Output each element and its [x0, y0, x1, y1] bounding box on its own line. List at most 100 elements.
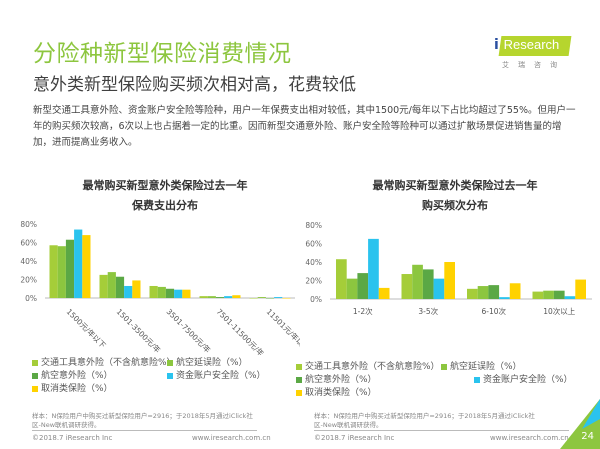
legend-item: 资金账户安全险（%）	[167, 368, 266, 381]
x-tick-label: 3-5次	[418, 306, 438, 316]
bar	[433, 278, 445, 299]
y-tick-label: 60%	[20, 239, 37, 248]
right-chart-title-line1: 最常购买新型意外类保险过去一年	[372, 179, 538, 192]
legend-swatch	[296, 389, 302, 396]
y-tick-label: 60%	[305, 240, 322, 249]
bar	[107, 272, 116, 298]
left-url[interactable]: www.iresearch.com.cn	[192, 434, 271, 442]
legend-item: 资金账户安全险（%）	[474, 372, 573, 385]
y-tick-label: 20%	[305, 277, 322, 286]
page-title: 分险种新型保险消费情况	[33, 41, 292, 67]
bar	[553, 290, 565, 299]
bar	[115, 276, 125, 298]
legend-item: 航空意外险（%）	[32, 368, 113, 381]
bar	[182, 289, 191, 298]
y-tick-label: 80%	[20, 220, 37, 229]
y-tick-label: 40%	[20, 257, 37, 266]
bar	[157, 286, 166, 298]
legend-label: 交通工具意外险（不含航意险%）	[41, 358, 176, 368]
bar	[99, 274, 108, 298]
legend-label: 航空延误险（%）	[176, 358, 248, 368]
right-chart-title-line2: 购买频次分布	[422, 199, 488, 212]
bar	[224, 296, 233, 298]
legend-label: 取消类保险（%）	[41, 384, 113, 394]
corner-green-triangle	[560, 399, 600, 449]
bar	[401, 274, 413, 299]
bar	[215, 297, 225, 298]
bar	[149, 285, 158, 298]
bar	[467, 288, 478, 299]
left-copyright: ©2018.7 iResearch Inc	[32, 434, 113, 442]
bar	[564, 296, 576, 299]
y-tick-label: 0%	[25, 294, 37, 303]
legend-label: 取消类保险（%）	[305, 388, 377, 398]
bar	[49, 245, 58, 298]
legend-label: 资金账户安全险（%）	[483, 375, 573, 385]
bar	[232, 295, 241, 298]
bar	[199, 296, 208, 298]
legend-label: 航空延误险（%）	[450, 362, 522, 372]
legend-item: 取消类保险（%）	[296, 385, 377, 398]
legend-swatch	[441, 363, 447, 370]
left-chart-title-line1: 最常购买新型意外类保险过去一年	[82, 179, 248, 192]
legend-swatch	[296, 376, 302, 383]
x-tick-label: 10次以上	[543, 306, 576, 316]
bar	[82, 235, 91, 298]
bar	[532, 291, 544, 299]
bar	[165, 288, 175, 298]
legend-item: 航空延误险（%）	[167, 355, 248, 368]
x-tick-label: 6-10次	[481, 306, 506, 316]
left-chart-title-line2: 保费支出分布	[132, 199, 198, 212]
legend-item: 航空意外险（%）	[296, 372, 377, 385]
left-chart-title: 最常购买新型意外类保险过去一年 保费支出分布	[40, 176, 290, 216]
legend-swatch	[167, 372, 173, 379]
page-corner-decoration	[560, 399, 600, 449]
legend-swatch	[474, 376, 480, 383]
bar	[412, 264, 423, 299]
left-legend: 交通工具意外险（不含航意险%） 航空延误险（%） 航空意外险（%） 资金账户安全险（%…	[32, 355, 292, 395]
bar	[257, 297, 266, 298]
bar	[543, 290, 554, 299]
right-source-note: 样本：N保险用户中购买过新型保险用户=2916；于2018年5月通过iClick…	[314, 412, 535, 429]
y-tick-label: 40%	[305, 258, 322, 267]
logo-i-mark: i	[494, 37, 499, 53]
bar	[488, 285, 500, 299]
bar	[265, 298, 275, 299]
bar	[357, 273, 369, 299]
bar	[274, 297, 283, 298]
right-copyright: ©2018.7 iResearch Inc	[314, 434, 395, 442]
bar	[282, 298, 291, 299]
x-tick-label: 1501-3500元/年	[115, 306, 164, 355]
bar	[207, 296, 216, 298]
bar	[575, 279, 586, 299]
right-chart-title: 最常购买新型意外类保险过去一年 购买频次分布	[320, 176, 590, 216]
left-bar-chart: 0% 20% 40% 60% 80% 1500元/年以下 1501-3500元/年 3501-…	[20, 220, 300, 355]
bar	[124, 285, 133, 298]
summary-text: 新型交通工具意外险、资金账户安全险等险种，用户一年保费支出相对较低，其中1500…	[33, 105, 576, 148]
bar	[74, 229, 83, 298]
legend-label: 资金账户安全险（%）	[176, 371, 266, 381]
legend-item: 交通工具意外险（不含航意险%）	[32, 355, 176, 368]
corner-blue-triangle	[582, 399, 600, 429]
legend-swatch	[32, 359, 38, 366]
iresearch-logo: i Research 艾瑞咨询	[494, 34, 574, 74]
bar	[368, 238, 379, 299]
y-tick-label: 20%	[20, 276, 37, 285]
legend-label: 航空意外险（%）	[305, 375, 377, 385]
legend-item: 航空延误险（%）	[441, 359, 522, 372]
page-number: 24	[581, 431, 594, 442]
bar	[65, 239, 75, 298]
y-tick-label: 0%	[310, 295, 322, 304]
logo-chinese-name: 艾瑞咨询	[502, 61, 566, 69]
legend-swatch	[296, 363, 302, 370]
legend-item: 交通工具意外险（不含航意险%）	[296, 359, 440, 372]
right-url[interactable]: www.iresearch.com.cn	[490, 434, 569, 442]
bar	[132, 280, 141, 298]
bar	[346, 278, 358, 299]
right-divider	[314, 430, 569, 431]
legend-item: 取消类保险（%）	[32, 381, 113, 394]
legend-swatch	[167, 359, 173, 366]
legend-swatch	[32, 372, 38, 379]
x-tick-label: 11501元/年以上	[265, 306, 300, 353]
